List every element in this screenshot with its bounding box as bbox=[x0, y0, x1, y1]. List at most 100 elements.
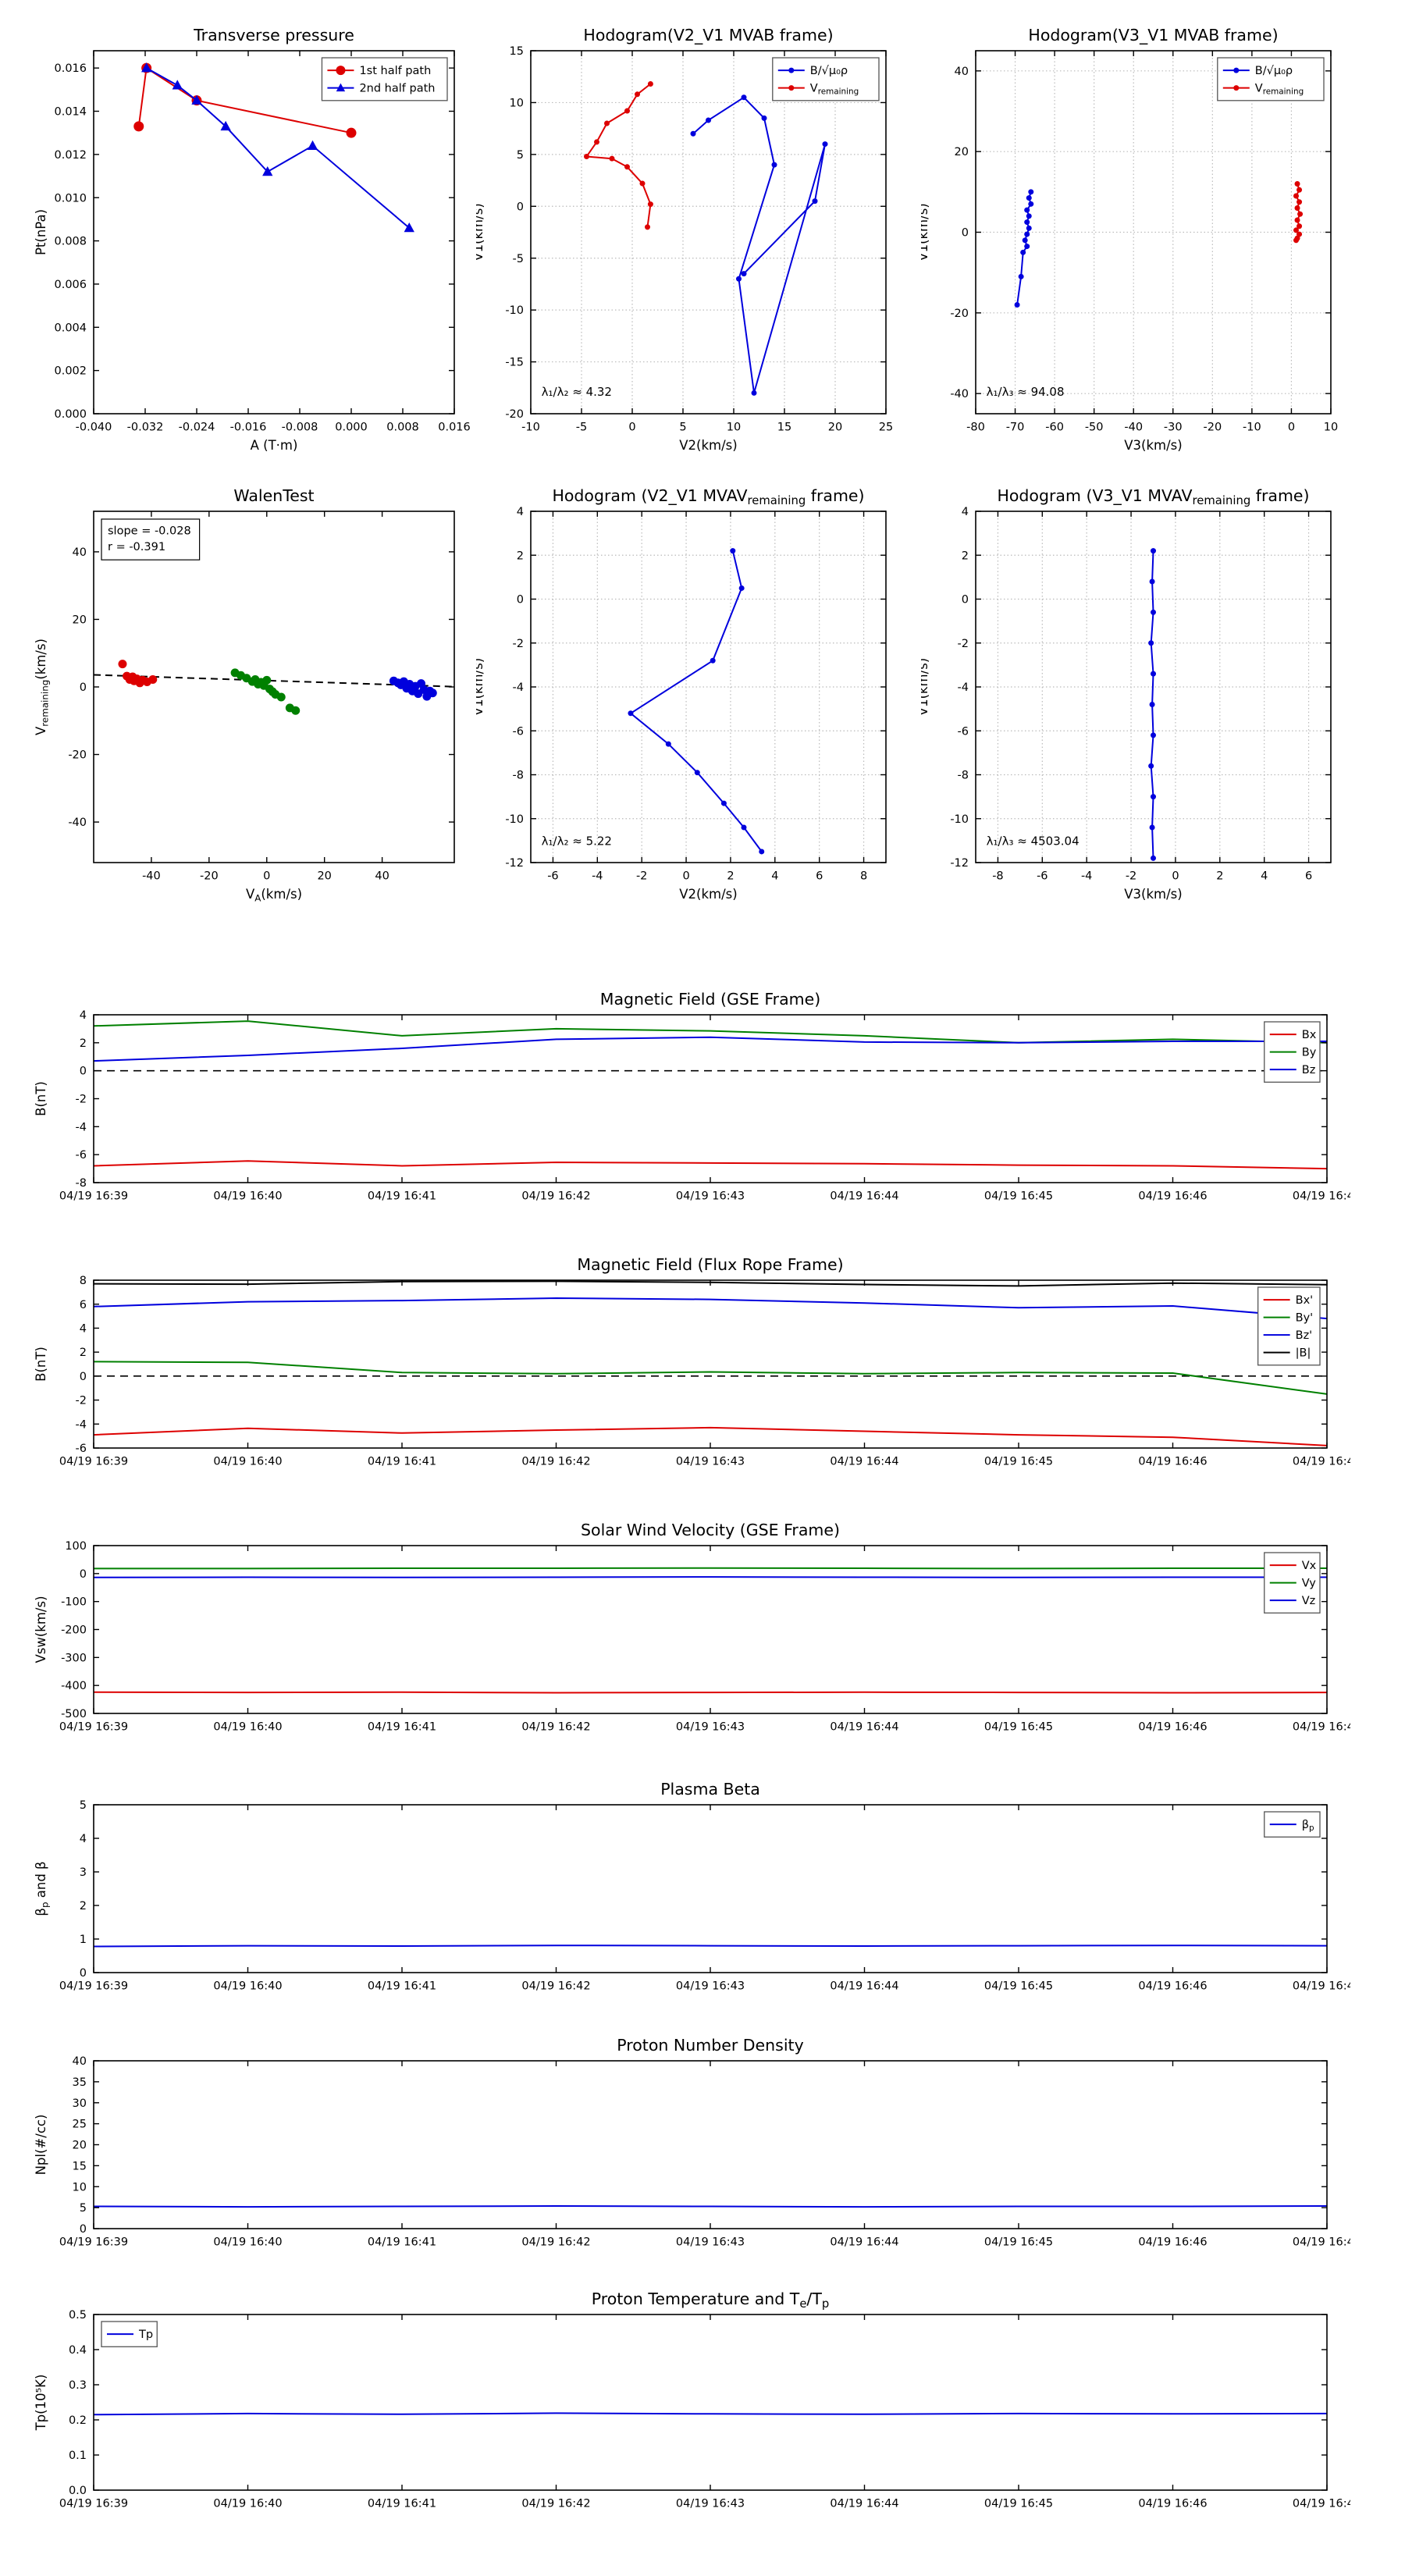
svg-text:Hodogram (V3_V1 MVAVremaining: Hodogram (V3_V1 MVAVremaining frame) bbox=[997, 486, 1309, 507]
svg-text:Tp(10⁵K): Tp(10⁵K) bbox=[34, 2375, 48, 2432]
svg-text:λ₁/λ₂ ≈ 5.22: λ₁/λ₂ ≈ 5.22 bbox=[542, 834, 612, 849]
svg-text:40: 40 bbox=[955, 66, 969, 78]
svg-text:04/19 16:39: 04/19 16:39 bbox=[59, 1980, 128, 1993]
chart-magnetic-field-gse: 04/19 16:39 04/19 16:40 04/19 16:41 04/19 1… bbox=[23, 976, 1361, 1210]
svg-text:Proton Number Density: Proton Number Density bbox=[617, 2036, 803, 2055]
svg-text:8: 8 bbox=[80, 1275, 87, 1287]
svg-text:-100: -100 bbox=[61, 1596, 87, 1609]
svg-text:0.2: 0.2 bbox=[69, 2414, 87, 2427]
svg-text:-20: -20 bbox=[950, 308, 969, 320]
svg-text:10: 10 bbox=[1324, 422, 1338, 434]
svg-text:04/19 16:45: 04/19 16:45 bbox=[984, 2498, 1053, 2510]
svg-text:-10: -10 bbox=[950, 813, 969, 826]
svg-text:-15: -15 bbox=[505, 357, 524, 369]
svg-text:20: 20 bbox=[73, 614, 87, 627]
svg-text:20: 20 bbox=[317, 870, 331, 883]
svg-text:-80: -80 bbox=[966, 422, 985, 434]
svg-text:04/19 16:41: 04/19 16:41 bbox=[368, 1456, 436, 1468]
svg-text:-2: -2 bbox=[76, 1395, 87, 1407]
svg-text:VA(km/s): VA(km/s) bbox=[246, 887, 302, 902]
svg-text:04/19 16:46: 04/19 16:46 bbox=[1138, 2498, 1207, 2510]
svg-text:20: 20 bbox=[828, 422, 842, 434]
svg-text:0.000: 0.000 bbox=[54, 408, 87, 421]
svg-text:-40: -40 bbox=[142, 870, 161, 883]
svg-text:0.000: 0.000 bbox=[335, 422, 368, 434]
svg-text:04/19 16:40: 04/19 16:40 bbox=[213, 1721, 282, 1734]
chart-transverse-pressure: -0.040 -0.032 -0.024 -0.016 -0.008 0.000 0.008… bbox=[23, 16, 476, 453]
svg-text:-40: -40 bbox=[950, 388, 969, 400]
svg-text:4: 4 bbox=[80, 1009, 87, 1022]
svg-text:04/19 16:42: 04/19 16:42 bbox=[521, 1456, 590, 1468]
svg-text:Tp: Tp bbox=[138, 2329, 153, 2341]
chart-hodogram-v2v1-mvab: -10 -5 0 5 10 15 20 25 -20 -15 -10 -5 0 5 10 15 Hodogram… bbox=[471, 16, 905, 453]
svg-text:04/19 16:40: 04/19 16:40 bbox=[213, 1190, 282, 1203]
svg-text:04/19 16:45: 04/19 16:45 bbox=[984, 1721, 1053, 1734]
svg-text:04/19 16:43: 04/19 16:43 bbox=[676, 1980, 745, 1993]
svg-text:2: 2 bbox=[517, 550, 524, 562]
svg-text:4: 4 bbox=[517, 506, 524, 518]
svg-text:3: 3 bbox=[80, 1866, 87, 1879]
svg-text:04/19 16:47: 04/19 16:47 bbox=[1293, 2498, 1350, 2510]
svg-text:-8: -8 bbox=[958, 770, 969, 782]
svg-text:-2: -2 bbox=[958, 638, 969, 650]
chart-walen-test: -40 -20 0 20 40 -40 -20 0 20 40 WalenTest VA(km/s) V… bbox=[23, 468, 476, 903]
svg-text:20: 20 bbox=[955, 146, 969, 158]
svg-text:V1(km/s): V1(km/s) bbox=[921, 203, 930, 261]
svg-text:0: 0 bbox=[962, 227, 969, 240]
svg-text:-6: -6 bbox=[1037, 870, 1048, 883]
svg-text:30: 30 bbox=[73, 2097, 87, 2110]
svg-text:-10: -10 bbox=[521, 422, 540, 434]
svg-text:-40: -40 bbox=[1124, 422, 1143, 434]
svg-text:Vx: Vx bbox=[1302, 1560, 1317, 1572]
svg-text:25: 25 bbox=[73, 2119, 87, 2131]
svg-text:-0.016: -0.016 bbox=[230, 422, 267, 434]
svg-text:04/19 16:46: 04/19 16:46 bbox=[1138, 1980, 1207, 1993]
svg-text:0: 0 bbox=[80, 1371, 87, 1383]
svg-text:A (T·m): A (T·m) bbox=[251, 438, 298, 453]
svg-text:WalenTest: WalenTest bbox=[233, 486, 314, 505]
svg-text:04/19 16:46: 04/19 16:46 bbox=[1138, 1456, 1207, 1468]
svg-text:04/19 16:44: 04/19 16:44 bbox=[830, 2236, 898, 2249]
svg-text:4: 4 bbox=[962, 506, 969, 518]
svg-text:4: 4 bbox=[80, 1323, 87, 1336]
svg-text:04/19 16:44: 04/19 16:44 bbox=[830, 1980, 898, 1993]
svg-text:-12: -12 bbox=[950, 857, 969, 870]
svg-text:Pt(nPa): Pt(nPa) bbox=[34, 209, 48, 255]
svg-text:04/19 16:44: 04/19 16:44 bbox=[830, 1190, 898, 1203]
svg-text:-6: -6 bbox=[76, 1149, 87, 1162]
svg-text:04/19 16:46: 04/19 16:46 bbox=[1138, 1721, 1207, 1734]
svg-text:-4: -4 bbox=[76, 1418, 87, 1431]
svg-text:-60: -60 bbox=[1045, 422, 1064, 434]
svg-text:0.1: 0.1 bbox=[69, 2450, 87, 2462]
svg-text:0.014: 0.014 bbox=[54, 106, 87, 119]
svg-text:6: 6 bbox=[80, 1299, 87, 1311]
svg-text:0.3: 0.3 bbox=[69, 2379, 87, 2392]
svg-text:-6: -6 bbox=[547, 870, 558, 883]
svg-text:5: 5 bbox=[517, 149, 524, 162]
svg-text:-0.024: -0.024 bbox=[179, 422, 215, 434]
svg-text:-4: -4 bbox=[958, 681, 969, 694]
svg-text:Vremaining: Vremaining bbox=[810, 83, 859, 97]
svg-text:04/19 16:44: 04/19 16:44 bbox=[830, 1456, 898, 1468]
svg-text:4: 4 bbox=[771, 870, 778, 883]
svg-text:2: 2 bbox=[727, 870, 734, 883]
svg-text:-10: -10 bbox=[505, 304, 524, 317]
svg-text:04/19 16:47: 04/19 16:47 bbox=[1293, 1190, 1350, 1203]
svg-text:-20: -20 bbox=[68, 749, 87, 762]
svg-text:V1(km/s): V1(km/s) bbox=[476, 203, 486, 261]
svg-text:40: 40 bbox=[73, 546, 87, 559]
svg-text:04/19 16:42: 04/19 16:42 bbox=[521, 1721, 590, 1734]
svg-text:0.016: 0.016 bbox=[54, 62, 87, 75]
svg-text:Npl(#/cc): Npl(#/cc) bbox=[34, 2115, 48, 2176]
svg-text:Vsw(km/s): Vsw(km/s) bbox=[34, 1596, 48, 1663]
svg-text:Vremaining(km/s): Vremaining(km/s) bbox=[34, 639, 50, 735]
svg-text:10: 10 bbox=[727, 422, 741, 434]
svg-text:-6: -6 bbox=[958, 725, 969, 738]
svg-text:40: 40 bbox=[73, 2055, 87, 2068]
svg-text:-5: -5 bbox=[513, 253, 524, 265]
svg-text:-20: -20 bbox=[505, 408, 524, 421]
svg-text:-2: -2 bbox=[1126, 870, 1136, 883]
svg-text:0: 0 bbox=[80, 2223, 87, 2236]
svg-text:-20: -20 bbox=[200, 870, 219, 883]
